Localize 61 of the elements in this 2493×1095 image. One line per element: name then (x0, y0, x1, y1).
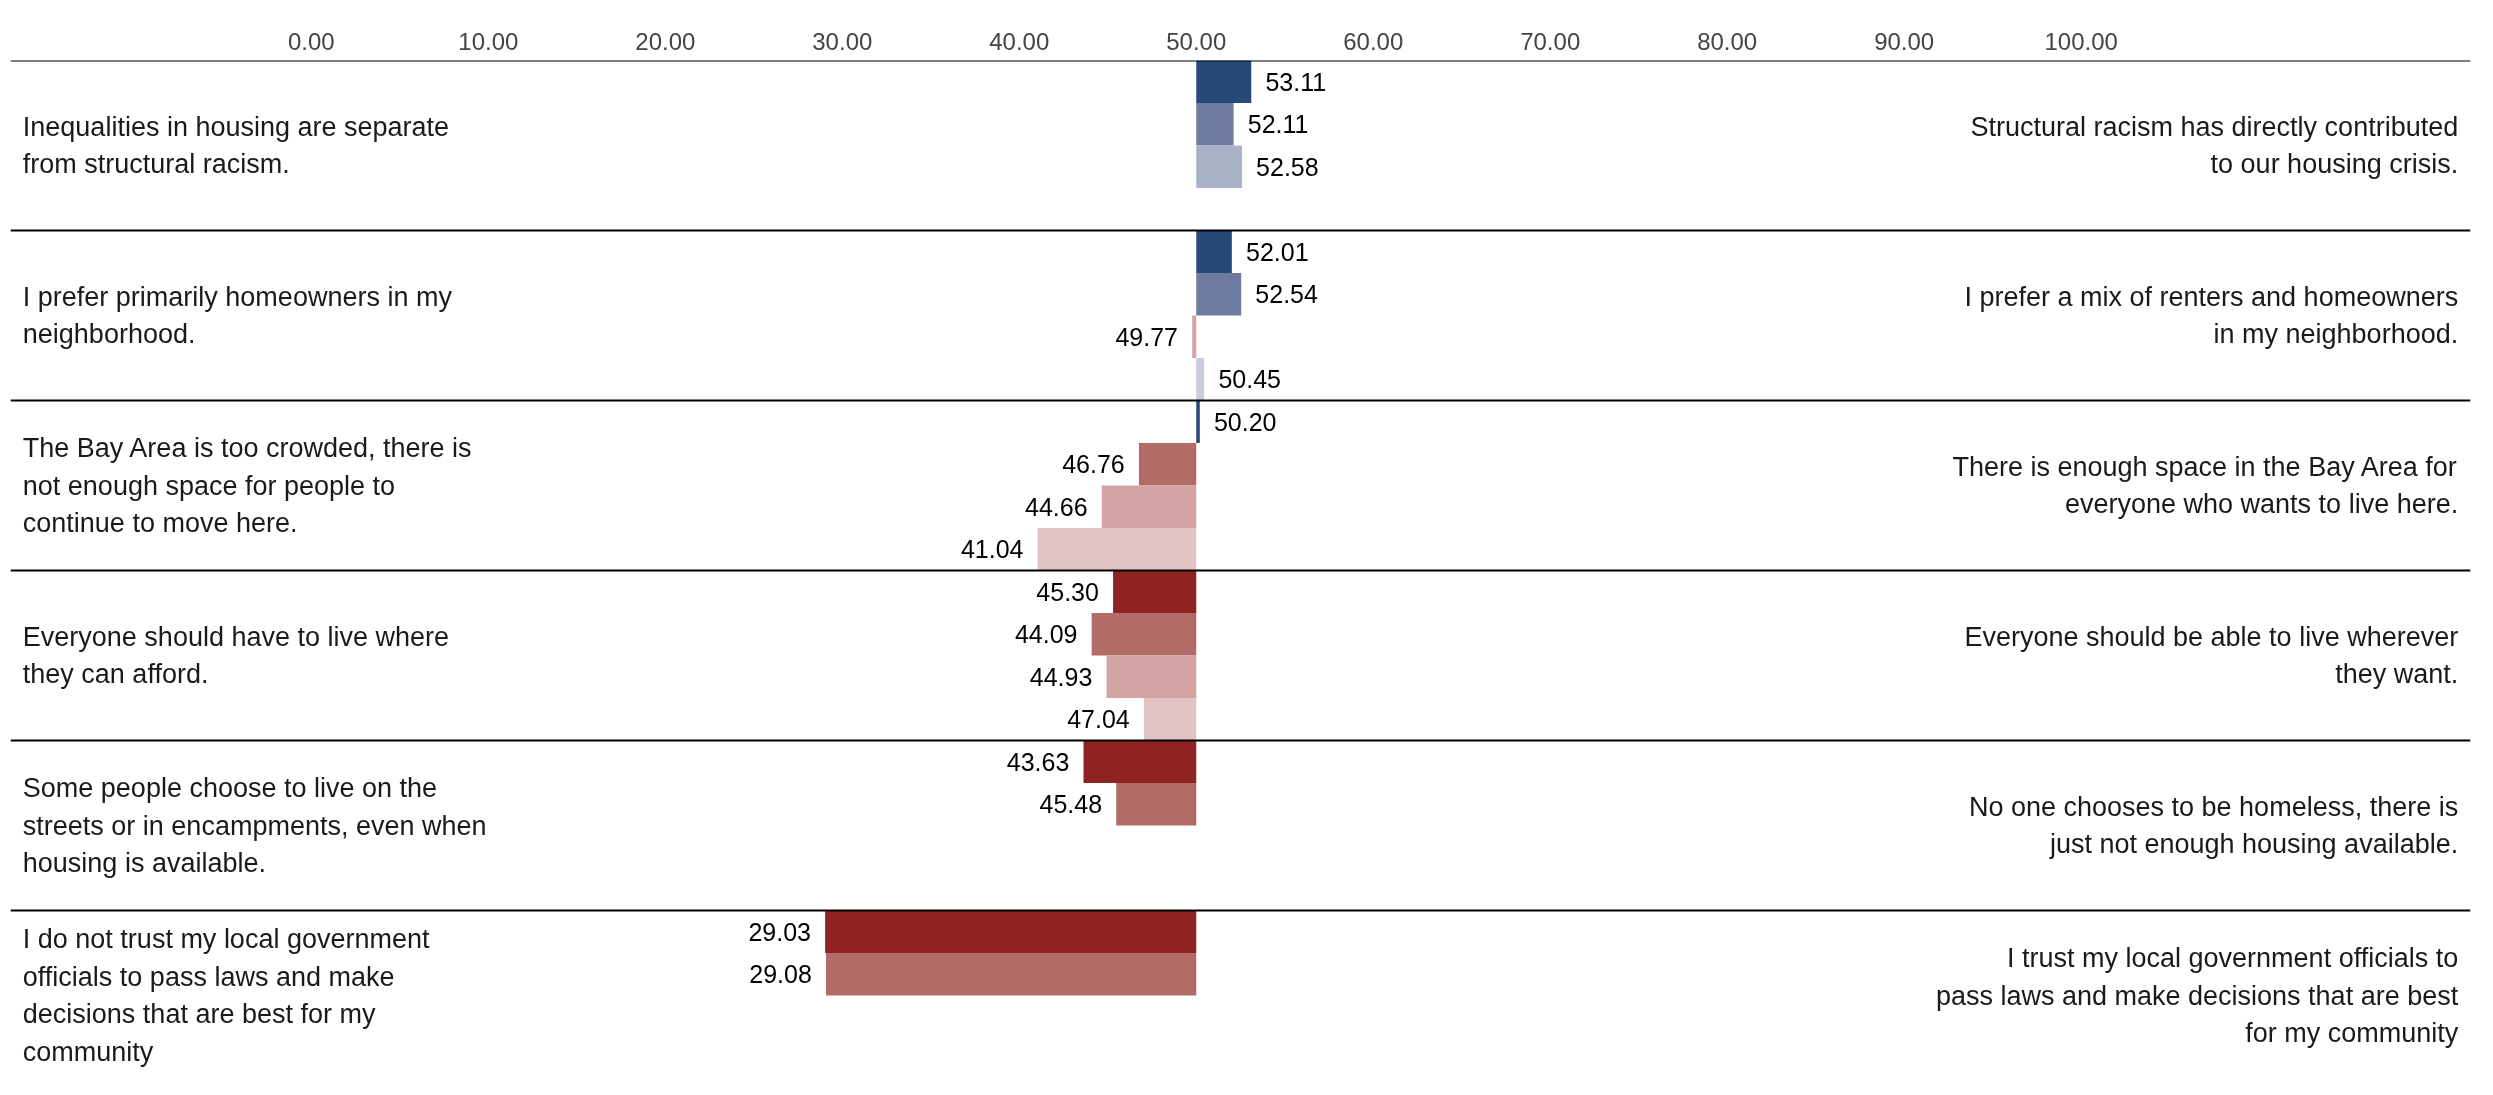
data-label: 29.08 (749, 960, 812, 989)
data-label: 44.09 (1014, 620, 1078, 649)
y-tick-label: Inequalities in housing are separate from structural racism. (22, 111, 450, 180)
bar (1196, 103, 1234, 146)
bar (1196, 145, 1242, 188)
bar (1196, 60, 1252, 103)
x-tick-label: 60.00 (1343, 27, 1404, 55)
bar (1192, 315, 1197, 358)
annotation: I trust my local government officials to pass laws and make decisions that are best for my community (1935, 943, 2459, 1048)
y-tick-label: The Bay Area is too crowded, there is not enough space for people to continue to move here. (22, 433, 472, 538)
bar (1113, 570, 1197, 613)
bar (1106, 655, 1197, 698)
bar (1083, 740, 1197, 783)
data-label: 43.63 (1006, 747, 1070, 776)
x-tick-label: 0.00 (288, 27, 335, 55)
data-label: 50.45 (1218, 365, 1281, 394)
bar (1091, 613, 1197, 656)
data-label: 46.76 (1062, 450, 1125, 479)
data-label: 47.04 (1067, 705, 1130, 734)
annotation: Everyone should be able to live wherever they want. (1964, 621, 2459, 690)
data-label: 52.11 (1247, 110, 1309, 139)
y-tick-label: I prefer primarily homeowners in my neighborhood. (22, 281, 453, 350)
annotation: I prefer a mix of renters and homeowners in my neighborhood. (1964, 281, 2459, 350)
bar (1196, 400, 1200, 443)
bar (1116, 783, 1197, 826)
data-label: 29.03 (748, 917, 811, 946)
x-tick-label: 70.00 (1520, 27, 1581, 55)
bar (1101, 485, 1197, 528)
x-tick-label: 50.00 (1166, 27, 1227, 55)
y-tick-label: I do not trust my local government officials to pass laws and make decisions that are best for my community (22, 924, 430, 1067)
x-tick-label: 100.00 (2044, 27, 2118, 55)
bar (1196, 230, 1232, 273)
annotation: Structural racism has directly contributed to our housing crisis. (1970, 111, 2459, 180)
data-label: 52.58 (1256, 152, 1319, 181)
x-tick-label: 90.00 (1874, 27, 1935, 55)
data-label: 50.20 (1213, 407, 1277, 436)
data-label: 45.48 (1039, 790, 1103, 819)
bar (1196, 358, 1205, 401)
annotation: There is enough space in the Bay Area for everyone who wants to live here. (1952, 451, 2459, 520)
y-tick-label: Everyone should have to live where they can afford. (22, 621, 450, 690)
bar (1196, 273, 1242, 316)
data-label: 49.77 (1115, 322, 1179, 351)
data-label: 52.54 (1255, 280, 1319, 309)
data-label: 52.01 (1245, 237, 1309, 266)
data-label: 41.04 (960, 535, 1024, 564)
y-tick-label: Some people choose to live on the streets or in encampments, even when housing is available. (22, 773, 487, 878)
x-tick-label: 10.00 (458, 27, 519, 55)
bar (1143, 698, 1197, 741)
data-label: 44.66 (1025, 492, 1088, 521)
data-label: 53.11 (1265, 67, 1327, 96)
x-tick-label: 30.00 (812, 27, 873, 55)
annotation: No one chooses to be homeless, there is just not enough housing available. (1968, 791, 2459, 860)
x-tick-label: 80.00 (1697, 27, 1758, 55)
bar (825, 910, 1197, 953)
bar (1138, 443, 1197, 486)
bar (1037, 528, 1197, 571)
x-tick-label: 20.00 (635, 27, 696, 55)
bar (826, 953, 1197, 996)
data-label: 44.93 (1029, 662, 1093, 691)
data-label: 45.30 (1036, 577, 1099, 606)
x-tick-label: 40.00 (989, 27, 1050, 55)
